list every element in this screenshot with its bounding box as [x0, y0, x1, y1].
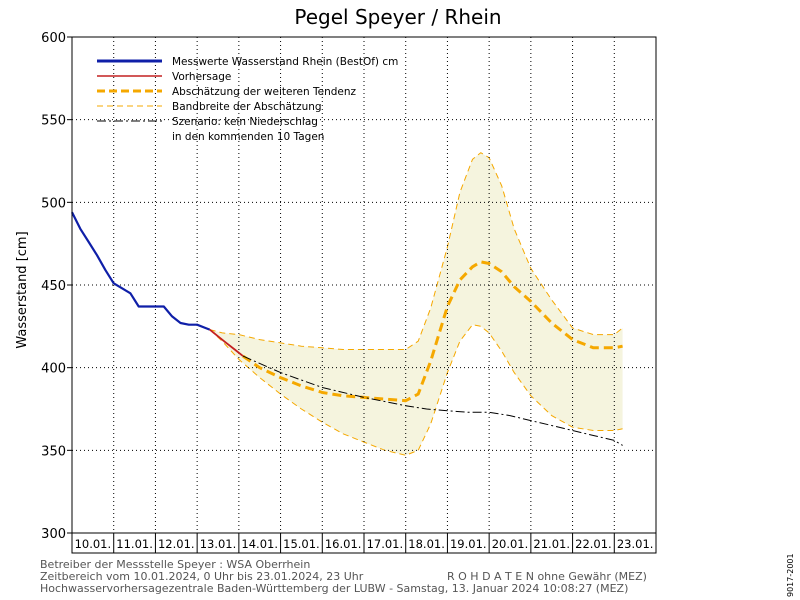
- band-lower-edge: [209, 324, 623, 456]
- date-label: 14.01.: [241, 537, 278, 551]
- y-tick-label-300: 300: [41, 527, 66, 542]
- date-label: 23.01.: [617, 537, 654, 551]
- date-label: 13.01.: [200, 537, 237, 551]
- series-line-scenario: [242, 355, 623, 446]
- y-ticks: 300 350 400 450 500 550 600: [41, 31, 72, 542]
- series-line-forecast: [209, 328, 244, 357]
- y-axis-label: Wasserstand [cm]: [15, 231, 30, 348]
- date-label: 22.01.: [575, 537, 612, 551]
- date-label: 18.01.: [408, 537, 445, 551]
- band-layer: [209, 152, 623, 456]
- y-tick-label-550: 550: [41, 114, 66, 129]
- y-tick-label-350: 350: [41, 444, 66, 459]
- date-label: 12.01.: [158, 537, 195, 551]
- series-line-tendency: [242, 260, 623, 403]
- date-label: 17.01.: [367, 537, 404, 551]
- y-tick-label-400: 400: [41, 362, 66, 377]
- x-ticks: 10.01. 11.01. 12.01. 13.01. 14.01. 15.01. 16.0…: [75, 533, 657, 553]
- footer-operator: Betreiber der Messstelle Speyer : WSA Ob…: [40, 558, 310, 571]
- series-line-measured: [71, 211, 211, 331]
- grid-layer: [72, 37, 656, 533]
- date-label: 20.01.: [492, 537, 529, 551]
- footer-raw-data-note: R O H D A T E N ohne Gewähr (MEZ): [447, 570, 647, 583]
- y-tick-label-600: 600: [41, 31, 66, 46]
- legend: Messwerte Wasserstand Rhein (BestOf) cm V…: [97, 56, 398, 143]
- date-label: 10.01.: [75, 537, 112, 551]
- y-tick-label-500: 500: [41, 196, 66, 211]
- date-label: 16.01.: [325, 537, 362, 551]
- chart-title: Pegel Speyer / Rhein: [294, 5, 501, 29]
- date-label: 15.01.: [283, 537, 320, 551]
- date-label: 11.01.: [116, 537, 153, 551]
- legend-label-band: Bandbreite der Abschätzung: [172, 101, 322, 113]
- legend-label-tendency: Abschätzung der weiteren Tendenz: [172, 86, 357, 98]
- legend-label-measured: Messwerte Wasserstand Rhein (BestOf) cm: [172, 56, 398, 68]
- series-layer: [71, 211, 623, 446]
- date-label: 19.01.: [450, 537, 487, 551]
- date-label: 21.01.: [533, 537, 570, 551]
- footer-time-range: Zeitbereich vom 10.01.2024, 0 Uhr bis 23…: [40, 570, 364, 583]
- y-tick-label-450: 450: [41, 279, 66, 294]
- side-code: 9017-2001: [786, 553, 795, 597]
- legend-label-scenario2: in den kommenden 10 Tagen: [172, 131, 324, 143]
- band-upper-edge: [209, 152, 623, 350]
- legend-label-forecast: Vorhersage: [172, 71, 231, 83]
- legend-label-scenario: Szenario: kein Niederschlag: [172, 116, 318, 128]
- footer-center: Hochwasservorhersagezentrale Baden-Württ…: [40, 582, 628, 595]
